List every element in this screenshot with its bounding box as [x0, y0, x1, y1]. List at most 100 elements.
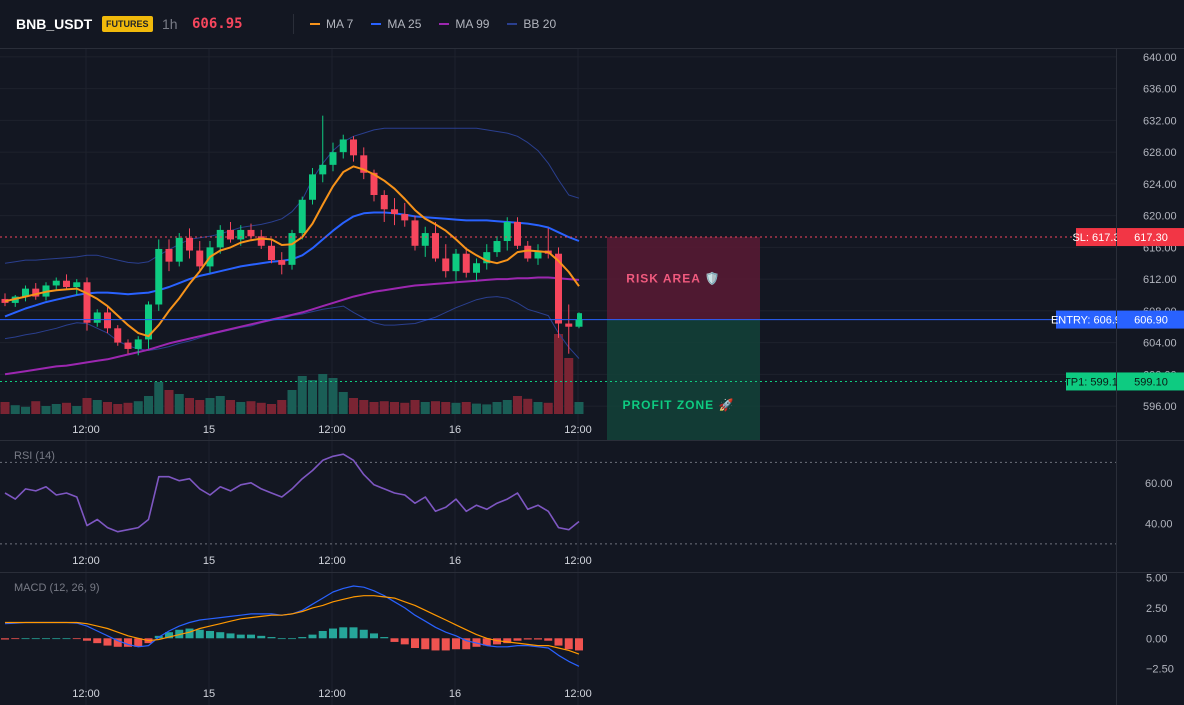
macd-histogram-bar	[452, 638, 460, 650]
macd-histogram-bar	[257, 635, 266, 639]
volume-bar	[62, 402, 71, 414]
time-tick-label: 12:00	[72, 555, 100, 567]
candle-body	[370, 172, 378, 195]
candle-body	[196, 250, 204, 267]
candle-body	[73, 282, 81, 288]
bollinger-upper	[4, 127, 580, 264]
macd-histogram-bar	[62, 638, 71, 640]
macd-histogram-bar	[31, 638, 40, 640]
profit-zone	[607, 319, 760, 440]
volume-bar	[523, 398, 533, 414]
macd-line	[4, 585, 580, 667]
candle-body	[432, 233, 439, 259]
macd-histogram-bar	[339, 627, 348, 639]
volume-bar	[174, 394, 184, 414]
price-tick-label: 604.00	[1143, 338, 1177, 350]
volume-bar	[492, 402, 502, 414]
candle-body	[391, 209, 398, 215]
time-tick-label: 12:00	[564, 688, 592, 700]
legend-ma99[interactable]: MA 99	[439, 14, 489, 34]
candle-body	[309, 174, 316, 200]
time-axis: 12:00 15 12:00 16 12:00	[72, 555, 592, 567]
volume-bar	[21, 406, 30, 414]
candle-body	[22, 288, 29, 297]
level-tag-bg	[1066, 372, 1116, 391]
volume-bar	[82, 398, 92, 414]
legend-label: MA 25	[387, 17, 422, 31]
macd-histogram-bar	[421, 638, 430, 650]
candle-body	[534, 250, 542, 259]
candle-body	[298, 199, 306, 234]
candle-body	[442, 258, 450, 272]
bollinger-lower	[4, 296, 580, 359]
macd-histogram-bar	[21, 638, 30, 640]
volume-bar	[308, 380, 317, 414]
macd-histogram-bar	[534, 638, 542, 640]
risk-area-zone	[607, 237, 760, 320]
macd-histogram-bar	[185, 628, 194, 639]
level-price-bg	[1117, 310, 1184, 329]
macd-histogram-bar	[329, 628, 337, 639]
macd-histogram-bar	[523, 638, 532, 640]
time-tick-label: 12:00	[318, 555, 346, 567]
legend-swatch	[310, 23, 320, 25]
candle-body	[257, 236, 265, 246]
candle-body	[134, 339, 142, 349]
macd-histogram-bar	[93, 638, 102, 644]
rsi-tick-label: 60.00	[1145, 478, 1173, 490]
macd-histogram-bar	[554, 638, 563, 646]
macd-histogram-bar	[42, 638, 50, 640]
macd-histogram-bar	[441, 638, 450, 651]
macd-histogram-bar	[575, 638, 583, 651]
volume-bar	[318, 374, 328, 414]
volume-bar	[41, 406, 51, 414]
time-tick-label: 16	[449, 688, 461, 700]
macd-histogram-bar	[359, 629, 368, 639]
macd-histogram-bar	[544, 638, 553, 641]
volume-bar	[236, 402, 246, 414]
candle-body	[186, 237, 193, 251]
volume-bar	[133, 401, 143, 414]
level-tag-bg	[1076, 228, 1116, 247]
volume-bar	[226, 400, 235, 414]
symbol-name[interactable]: BNB_USDT	[16, 16, 93, 32]
level-price-label: 599.10	[1134, 376, 1168, 388]
candle-body	[63, 280, 70, 288]
volume-bar	[195, 400, 205, 414]
volume-bar	[267, 404, 276, 414]
candle-body	[216, 229, 224, 248]
timeframe-label[interactable]: 1h	[162, 16, 178, 32]
candle-body	[493, 241, 501, 253]
macd-histogram-bar	[513, 638, 522, 641]
volume-bar	[256, 402, 266, 414]
candle-body	[227, 229, 234, 240]
macd-tick-label: 5.00	[1146, 572, 1167, 584]
volume-bar	[215, 396, 225, 414]
candle-body	[288, 233, 296, 265]
time-tick-label: 12:00	[564, 424, 592, 436]
volume-bar	[0, 402, 10, 414]
candle-body	[237, 229, 245, 240]
chart-header: BNB_USDT FUTURES 1h 606.95 MA 7 MA 25 MA…	[0, 0, 1184, 49]
volume-bar	[51, 404, 61, 414]
legend-ma25[interactable]: MA 25	[371, 14, 421, 34]
price-tick-label: 612.00	[1143, 274, 1177, 286]
macd-histogram-bar	[431, 638, 440, 651]
macd-histogram-bar	[83, 638, 91, 641]
legend-swatch	[507, 23, 518, 25]
candle-body	[473, 263, 480, 273]
volume-bar	[564, 358, 574, 414]
time-tick-label: 12:00	[72, 424, 100, 436]
volume-bar	[154, 382, 164, 414]
legend-bb20[interactable]: BB 20	[507, 14, 556, 34]
last-price-marker	[577, 313, 582, 326]
volume-bar	[164, 390, 174, 414]
macd-histogram-bar	[195, 629, 204, 639]
macd-histogram-bar	[277, 638, 286, 640]
indicator-legend: MA 7 MA 25 MA 99 BB 20	[293, 14, 556, 34]
level-tag-label: SL: 617.3	[1072, 232, 1119, 244]
macd-histogram-bar	[113, 638, 122, 647]
legend-ma7[interactable]: MA 7	[310, 14, 353, 34]
price-tick-label: 628.00	[1143, 147, 1177, 159]
